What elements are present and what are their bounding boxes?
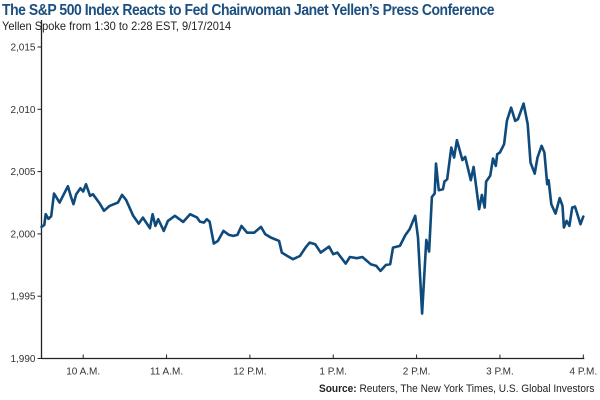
- x-tick-label: 3 P.M.: [486, 367, 514, 378]
- y-tick-label: 2,005: [10, 167, 35, 178]
- chart-subtitle: Yellen Spoke from 1:30 to 2:28 EST, 9/17…: [2, 19, 232, 33]
- chart-title: The S&P 500 Index Reacts to Fed Chairwom…: [2, 2, 495, 19]
- x-tick-label: 10 A.M.: [66, 367, 100, 378]
- x-tick-label: 11 A.M.: [150, 367, 183, 378]
- x-tick-label: 4 P.M.: [569, 367, 597, 378]
- y-tick-label: 2,015: [10, 43, 35, 54]
- x-tick-label: 1 P.M.: [319, 367, 347, 378]
- y-tick-label: 1,995: [10, 292, 35, 303]
- marks: [40, 102, 585, 315]
- y-tick-label: 2,010: [10, 105, 35, 116]
- source-text: Reuters, The New York Times, U.S. Global…: [359, 383, 594, 395]
- source-label: Source:: [318, 383, 357, 395]
- axes: 1,990 1,995 2,000 2,005 2,010 2,015 10 A.M. 11 …: [10, 20, 597, 378]
- sp500-line: [40, 102, 585, 315]
- x-tick-label: 2 P.M.: [403, 367, 431, 378]
- x-tick-label: 12 P.M.: [233, 367, 266, 378]
- y-tick-label: 1,990: [10, 354, 35, 365]
- source-note: Source: Reuters, The New York Times, U.S…: [319, 383, 594, 395]
- y-tick-label: 2,000: [10, 229, 35, 240]
